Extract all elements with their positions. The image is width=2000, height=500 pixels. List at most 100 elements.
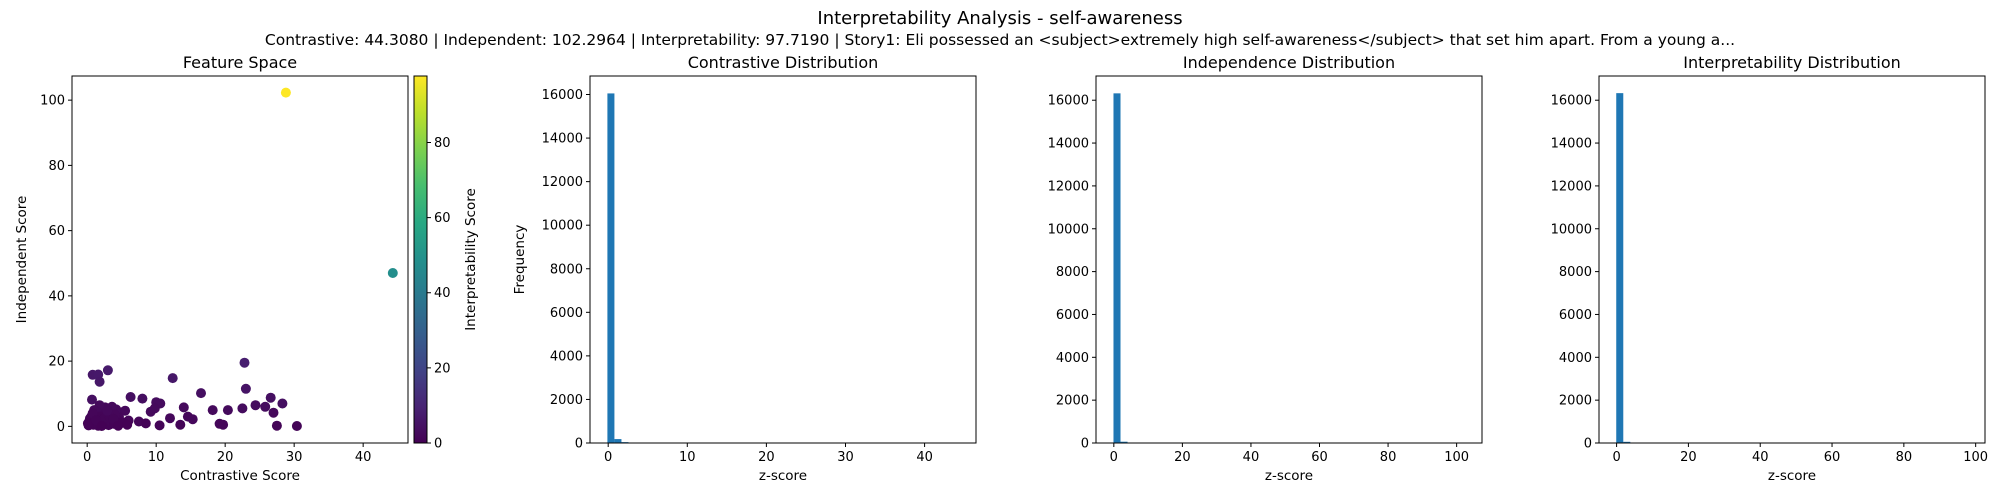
- histogram-bar: [614, 439, 622, 443]
- y-tick-label: 16000: [542, 88, 583, 103]
- scatter-point: [218, 419, 229, 430]
- axes-frame: [71, 75, 409, 444]
- axes-frame: [1598, 75, 1986, 444]
- x-axis-label: Contrastive Score: [180, 468, 300, 484]
- scatter-point: [239, 357, 250, 368]
- scatter-point: [222, 405, 233, 416]
- panel-title: Independence Distribution: [1183, 53, 1395, 72]
- scatter-point: [187, 414, 198, 425]
- scatter-point: [96, 421, 107, 431]
- x-tick-label: 80: [1896, 450, 1913, 465]
- x-axis-label: z-score: [759, 468, 807, 484]
- x-tick-label: 0: [1110, 450, 1118, 465]
- x-axis-label: z-score: [1768, 468, 1816, 484]
- scatter-point: [87, 394, 97, 405]
- scatter-point: [154, 420, 165, 431]
- y-tick-label: 0: [1584, 437, 1592, 452]
- x-tick-label: 0: [1612, 450, 1620, 465]
- panel-2: Independence Distribution 0 20 40 60 80 100 0 20…: [1048, 53, 1483, 484]
- y-tick-label: 4000: [1056, 351, 1089, 366]
- scatter-point: [240, 383, 251, 394]
- y-tick-label: 2000: [1559, 394, 1592, 409]
- y-tick-label: 12000: [542, 175, 583, 190]
- panel-3: Interpretability Distribution 0 20 40 60 80 10…: [1551, 53, 1988, 484]
- histogram-bar: [1113, 93, 1121, 443]
- axes-frame: [1095, 75, 1483, 444]
- scatter-point: [165, 413, 175, 424]
- x-tick-label: 10: [679, 450, 696, 465]
- figure-subtitle: Contrastive: 44.3080 | Independent: 102.…: [265, 31, 1735, 49]
- panel-title: Interpretability Distribution: [1683, 53, 1901, 72]
- histogram-bar: [1120, 441, 1128, 443]
- colorbar-tick-label: 20: [434, 361, 451, 376]
- colorbar-tick-label: 80: [434, 136, 451, 151]
- scatter-point: [387, 268, 398, 278]
- scatter-point: [120, 405, 131, 416]
- scatter-point: [271, 420, 282, 431]
- scatter-point: [268, 407, 279, 418]
- colorbar-tick-label: 0: [434, 437, 442, 452]
- panel-title: Contrastive Distribution: [688, 53, 879, 72]
- colorbar-tick-label: 60: [434, 211, 451, 226]
- x-tick-label: 100: [1963, 450, 1988, 465]
- y-tick-label: 14000: [542, 132, 583, 147]
- x-tick-label: 40: [355, 450, 372, 465]
- scatter-point: [94, 376, 105, 387]
- scatter-point: [207, 405, 218, 416]
- x-tick-label: 0: [604, 450, 612, 465]
- scatter-point: [122, 419, 133, 430]
- figure-title: Interpretability Analysis - self-awarene…: [817, 8, 1182, 29]
- x-tick-label: 40: [916, 450, 933, 465]
- scatter-point: [82, 418, 93, 429]
- scatter-point: [102, 405, 113, 416]
- x-tick-label: 60: [1311, 450, 1328, 465]
- scatter-point: [175, 419, 186, 430]
- scatter-point: [265, 392, 276, 403]
- x-tick-label: 80: [1380, 450, 1397, 465]
- x-axis-label: z-score: [1265, 468, 1313, 484]
- colorbar: [413, 75, 428, 444]
- x-tick-label: 20: [1174, 450, 1191, 465]
- panel-1: Contrastive Distribution 0 10 20 30 40 0 2000 40…: [512, 53, 977, 484]
- panel-title: Feature Space: [183, 53, 297, 72]
- y-tick-label: 40: [48, 289, 65, 304]
- histogram-bar: [1616, 93, 1624, 443]
- y-tick-label: 2000: [1056, 394, 1089, 409]
- scatter-point: [237, 403, 248, 414]
- y-tick-label: 12000: [1551, 179, 1592, 194]
- y-tick-label: 0: [57, 420, 65, 435]
- y-tick-label: 60: [48, 224, 65, 239]
- y-tick-label: 4000: [1559, 351, 1592, 366]
- y-tick-label: 16000: [1048, 94, 1089, 109]
- scatter-point: [140, 418, 151, 429]
- y-axis-label: Independent Score: [14, 196, 30, 324]
- scatter-point: [260, 401, 271, 412]
- colorbar-label: Interpretability Score: [463, 188, 479, 331]
- scatter-point: [137, 393, 148, 404]
- histogram-bar: [607, 93, 615, 444]
- panel-0: Feature Space 0 20 40 60 80 Interpretability S…: [14, 53, 479, 484]
- scatter-point: [125, 392, 136, 402]
- y-tick-label: 10000: [1048, 222, 1089, 237]
- y-tick-label: 8000: [1559, 265, 1592, 280]
- scatter-point: [149, 403, 160, 414]
- y-tick-label: 0: [575, 437, 583, 452]
- y-tick-label: 2000: [550, 393, 583, 408]
- y-tick-label: 8000: [550, 262, 583, 277]
- y-tick-label: 6000: [1559, 308, 1592, 323]
- scatter-point: [280, 87, 291, 98]
- y-tick-label: 80: [48, 159, 65, 174]
- y-tick-label: 14000: [1551, 137, 1592, 152]
- y-tick-label: 6000: [550, 306, 583, 321]
- x-tick-label: 30: [837, 450, 854, 465]
- x-tick-label: 60: [1824, 450, 1841, 465]
- x-tick-label: 40: [1752, 450, 1769, 465]
- y-tick-label: 20: [48, 355, 65, 370]
- y-tick-label: 12000: [1048, 179, 1089, 194]
- x-tick-label: 0: [83, 450, 91, 465]
- scatter-point: [167, 373, 178, 384]
- axes-frame: [589, 75, 977, 444]
- scatter-point: [196, 388, 206, 399]
- y-tick-label: 4000: [550, 349, 583, 364]
